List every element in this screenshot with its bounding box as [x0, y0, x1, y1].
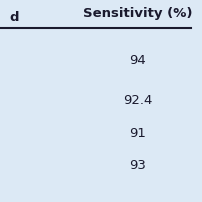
Text: 94: 94 [129, 54, 146, 67]
Text: 92.4: 92.4 [123, 95, 152, 107]
Text: d: d [9, 11, 19, 24]
Text: 93: 93 [129, 159, 146, 172]
Text: 91: 91 [129, 127, 146, 140]
Text: Sensitivity (%): Sensitivity (%) [83, 7, 192, 20]
